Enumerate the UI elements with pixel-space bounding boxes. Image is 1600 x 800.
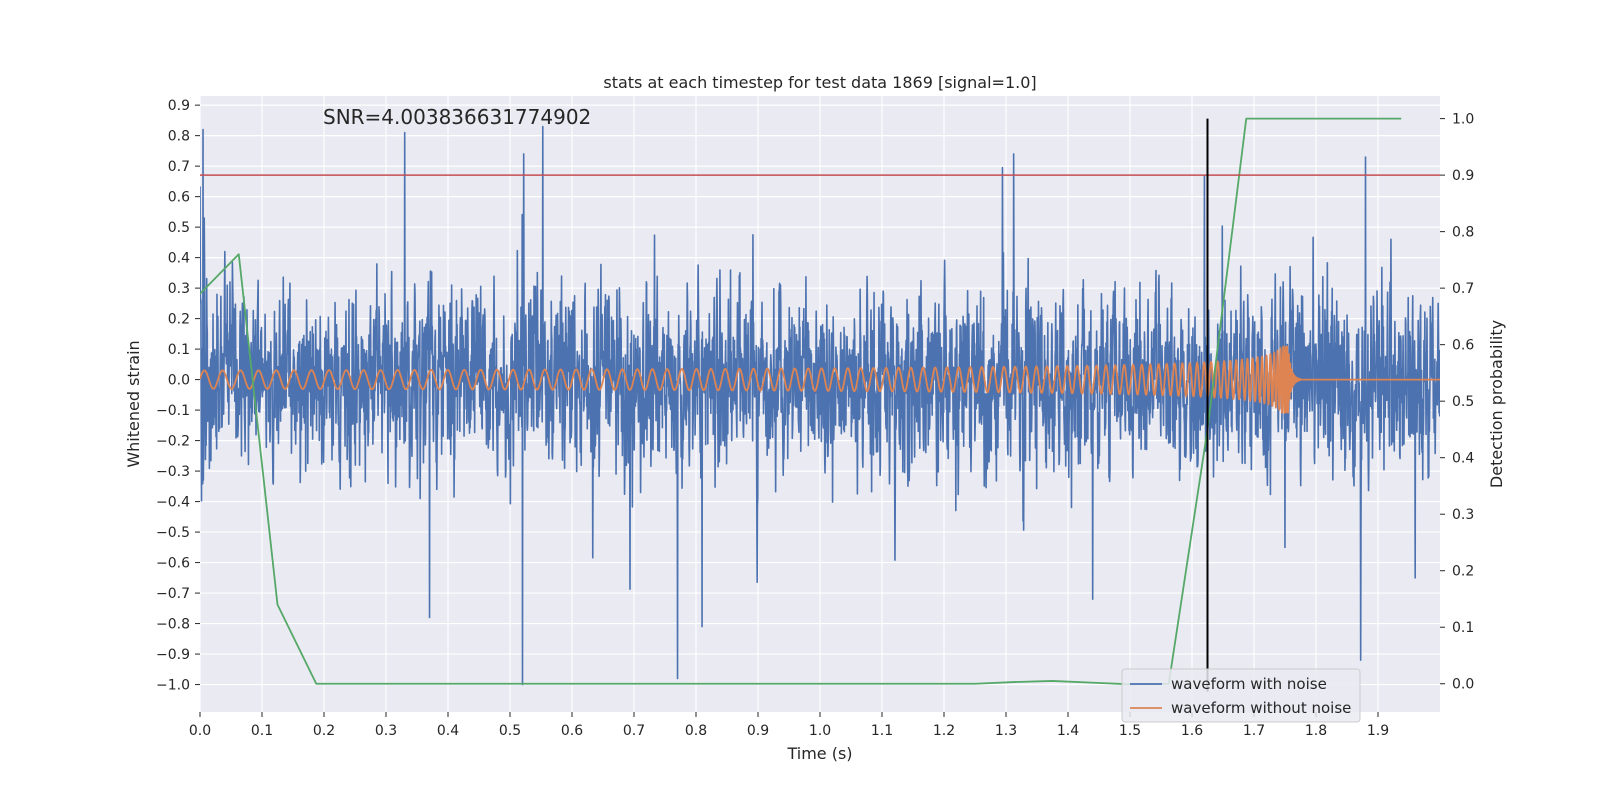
y-tick-label: −1.0	[156, 678, 190, 694]
y-tick-label: 0.7	[168, 159, 190, 175]
x-tick-label: 0.9	[747, 723, 769, 739]
y-tick-label: 0.8	[168, 129, 190, 145]
y2-tick-label: 0.2	[1452, 564, 1474, 580]
y-axis-ticks: 0.9 0.8 0.7 0.6 0.5 0.4 0.3 0.2 0.1 0.0 −0.1 −0.2 −0…	[156, 98, 200, 694]
x-tick-label: 1.7	[1243, 723, 1265, 739]
y2-tick-label: 0.6	[1452, 338, 1474, 354]
series-line-0	[200, 125, 1440, 686]
y-tick-label: 0.2	[168, 312, 190, 328]
series-layer	[200, 117, 1440, 692]
y-tick-label: −0.1	[156, 403, 190, 419]
y2-axis-label: Detection probability	[1487, 320, 1506, 488]
snr-annotation: SNR=4.003836631774902	[323, 105, 591, 129]
y-tick-label: −0.5	[156, 525, 190, 541]
x-tick-label: 0.7	[623, 723, 645, 739]
x-tick-label: 1.4	[1057, 723, 1079, 739]
y2-axis-ticks: 1.0 0.9 0.8 0.7 0.6 0.5 0.4 0.3 0.2 0.1 0.0	[1440, 112, 1474, 693]
y-tick-label: 0.6	[168, 190, 190, 206]
x-tick-label: 1.3	[995, 723, 1017, 739]
x-tick-label: 1.0	[809, 723, 831, 739]
y-tick-label: −0.4	[156, 495, 190, 511]
legend-box	[1121, 668, 1361, 723]
x-tick-label: 1.6	[1181, 723, 1203, 739]
y-tick-label: 0.5	[168, 220, 190, 236]
y2-tick-label: 0.5	[1452, 394, 1474, 410]
x-tick-label: 0.2	[313, 723, 335, 739]
y-tick-label: 0.3	[168, 281, 190, 297]
y-tick-label: −0.6	[156, 556, 190, 572]
y2-tick-label: 1.0	[1452, 112, 1474, 128]
y-axis-label: Whitened strain	[124, 340, 143, 467]
x-tick-label: 0.1	[251, 723, 273, 739]
series-line-2	[200, 117, 1402, 686]
x-tick-label: 1.2	[933, 723, 955, 739]
x-tick-label: 0.4	[437, 723, 459, 739]
y2-tick-label: 0.0	[1452, 677, 1474, 693]
x-tick-label: 0.6	[561, 723, 583, 739]
legend-label-clean: waveform without noise	[1171, 699, 1351, 717]
x-tick-label: 1.1	[871, 723, 893, 739]
legend-label-noise: waveform with noise	[1171, 675, 1327, 693]
x-tick-label: 0.3	[375, 723, 397, 739]
y-tick-label: −0.9	[156, 647, 190, 663]
y-tick-label: 0.9	[168, 98, 190, 114]
x-tick-label: 0.5	[499, 723, 521, 739]
series-line-1	[200, 345, 1440, 414]
x-tick-label: 1.8	[1305, 723, 1327, 739]
chart-title: stats at each timestep for test data 186…	[603, 73, 1036, 92]
y2-tick-label: 0.8	[1452, 225, 1474, 241]
y2-tick-label: 0.1	[1452, 620, 1474, 636]
y-tick-label: −0.7	[156, 586, 190, 602]
y-tick-label: −0.3	[156, 464, 190, 480]
x-tick-label: 1.5	[1119, 723, 1141, 739]
y2-tick-label: 0.9	[1452, 168, 1474, 184]
y2-tick-label: 0.7	[1452, 281, 1474, 297]
y-tick-label: 0.4	[168, 251, 190, 267]
x-tick-label: 1.9	[1367, 723, 1389, 739]
x-tick-label: 0.0	[189, 723, 211, 739]
x-tick-label: 0.8	[685, 723, 707, 739]
y2-tick-label: 0.3	[1452, 507, 1474, 523]
y-tick-label: 0.0	[168, 373, 190, 389]
y-tick-label: 0.1	[168, 342, 190, 358]
x-axis-label: Time (s)	[786, 744, 852, 763]
y2-tick-label: 0.4	[1452, 451, 1474, 467]
x-axis-ticks: 0.0 0.1 0.2 0.3 0.4 0.5 0.6 0.7 0.8 0.9 1.0 1.1 1.2 1…	[189, 712, 1389, 739]
y-tick-label: −0.2	[156, 434, 190, 450]
legend: waveform with noise waveform without noi…	[1121, 668, 1361, 723]
y-tick-label: −0.8	[156, 617, 190, 633]
